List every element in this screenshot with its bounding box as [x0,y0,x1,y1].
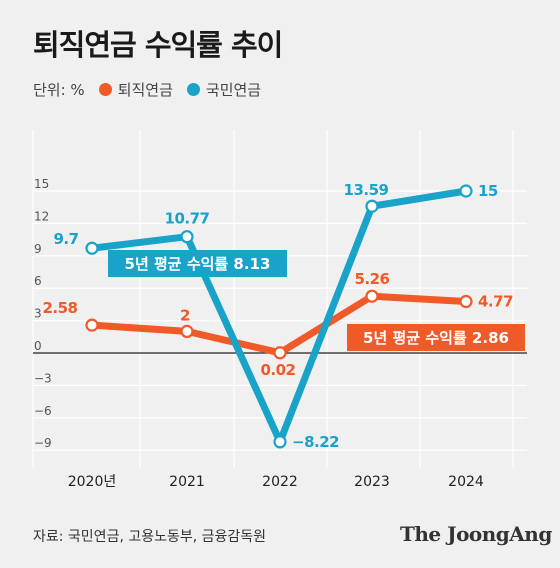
series-line-national [88,187,470,446]
data-point-national [459,184,473,198]
data-label-national: 15 [478,182,498,200]
legend-swatch-national [186,82,200,96]
average-label-retirement: 5년 평균 수익률 2.86 [363,329,509,347]
x-tick-label: 2022 [262,474,298,490]
y-tick-label: −6 [34,404,52,418]
data-label-retirement: 4.77 [478,292,513,310]
data-label-national: 9.7 [53,230,78,248]
y-tick-label: 6 [34,274,42,288]
line-chart: 15 12 9 6 3 0 −3 −6 −9 2020년 2021 2022 2023 2024 2.58 2… [32,130,527,490]
average-label-national: 5년 평균 수익률 8.13 [125,255,271,273]
x-tick-label: 2024 [448,474,484,490]
y-tick-label: 12 [34,209,49,223]
y-tick-label: 0 [34,339,42,353]
data-point-national [273,435,287,449]
y-tick-label: 15 [34,177,49,191]
x-tick-label: 2023 [354,474,390,490]
legend: 단위: % 퇴직연금 국민연금 [33,78,275,100]
unit-label: 단위: % [33,80,85,99]
legend-item-national: 국민연금 [186,79,262,100]
data-point-national [180,230,194,244]
data-label-national: 13.59 [344,181,389,199]
data-point-retirement [273,346,287,360]
data-point-national [365,199,379,213]
data-point-national [85,241,99,255]
average-box-retirement [347,324,525,351]
average-box-national [108,250,287,277]
data-label-retirement: 2 [180,306,190,324]
y-tick-label: 9 [34,242,42,256]
chart-title: 퇴직연금 수익률 추이 [33,28,283,62]
data-point-retirement [85,318,99,332]
x-tick-label: 2020년 [68,474,117,490]
data-label-retirement: 5.26 [354,270,389,288]
legend-label-national: 국민연금 [205,80,262,99]
data-label-national: 10.77 [165,210,210,228]
x-tick-label: 2021 [169,474,205,490]
legend-label-retirement: 퇴직연금 [117,80,173,99]
data-label-retirement: 0.02 [260,361,295,379]
y-tick-label: −3 [34,371,52,385]
data-point-retirement [459,294,473,309]
data-label-national: −8.22 [292,433,339,451]
y-tick-label: −9 [34,436,52,450]
legend-swatch-retirement [98,82,112,96]
brand-logo: The JoongAng [400,522,552,546]
source-note: 자료: 국민연금, 고용노동부, 금융감독원 [33,529,267,545]
legend-item-retirement: 퇴직연금 [98,79,173,100]
data-label-retirement: 2.58 [42,299,77,317]
data-point-retirement [180,324,194,338]
data-point-retirement [365,289,379,303]
y-tick-label: 3 [34,307,42,321]
